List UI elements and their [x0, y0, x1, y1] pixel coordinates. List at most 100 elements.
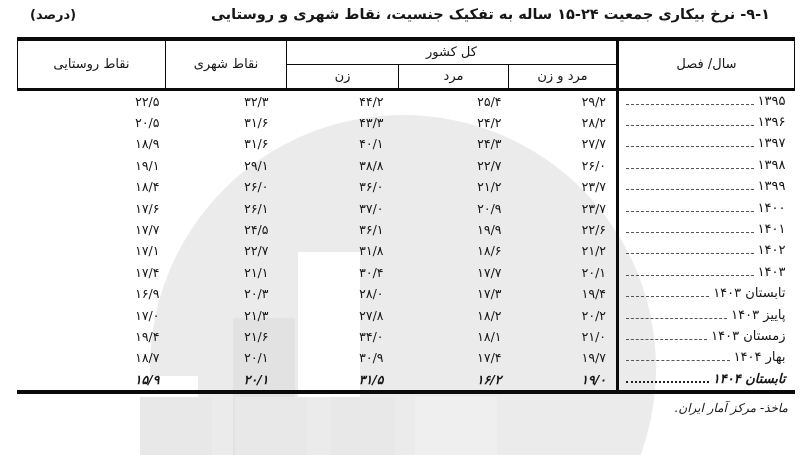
year-cell: تابستان ۱۴۰۳: [616, 283, 795, 305]
year-label: زمستان ۱۴۰۳: [711, 328, 786, 344]
year-cell: پاییز ۱۴۰۳: [616, 304, 795, 326]
header-rural: نقاط روستایی: [16, 38, 166, 91]
table-body: ۱۳۹۵ ۲۹/۲ ۲۵/۴ ۴۴/۲ ۳۲/۳ ۲۲/۵ ۱۳۹۶ ۲۸/۲ …: [17, 89, 795, 392]
dotted-leader: [626, 360, 730, 362]
table-row: بهار ۱۴۰۴ ۱۹/۷ ۱۷/۴ ۳۰/۹ ۲۰/۱ ۱۸/۷: [17, 347, 795, 369]
table-row: ۱۴۰۳ ۲۰/۱ ۱۷/۷ ۳۰/۴ ۲۱/۱ ۱۷/۴: [17, 261, 795, 284]
cell-male: ۱۶/۲: [476, 371, 502, 387]
dotted-leader: [626, 338, 708, 340]
cell-female: ۲۷/۸: [359, 307, 384, 323]
cell-male: ۱۸/۶: [477, 243, 502, 259]
cell-both-sexes: ۱۹/۴: [581, 286, 606, 302]
table-row: تابستان ۱۴۰۴ ۱۹/۰ ۱۶/۲ ۳۱/۵ ۲۰/۱ ۱۵/۹: [17, 368, 795, 392]
cell-female: ۴۰/۱: [359, 136, 384, 152]
cell-urban: ۲۶/۱: [244, 200, 269, 216]
table-row: ۱۴۰۰ ۲۳/۷ ۲۰/۹ ۳۷/۰ ۲۶/۱ ۱۷/۶: [17, 197, 795, 219]
header-female: زن: [285, 63, 400, 91]
year-label: تابستان ۱۴۰۳: [713, 286, 786, 302]
cell-female: ۴۴/۲: [359, 93, 384, 109]
year-label: ۱۴۰۱: [757, 222, 786, 238]
dotted-leader: [626, 167, 754, 169]
cell-female: ۲۸/۰: [359, 286, 384, 302]
year-label: ۱۴۰۳: [757, 264, 786, 280]
cell-both-sexes: ۱۹/۰: [581, 371, 606, 387]
cell-both-sexes: ۲۸/۲: [581, 115, 606, 131]
cell-rural: ۱۵/۹: [134, 371, 160, 387]
cell-urban: ۲۶/۰: [244, 179, 269, 195]
cell-male: ۲۱/۲: [477, 179, 502, 195]
table-row: ۱۳۹۵ ۲۹/۲ ۲۵/۴ ۴۴/۲ ۳۲/۳ ۲۲/۵: [17, 89, 795, 112]
table-row: زمستان ۱۴۰۳ ۲۱/۰ ۱۸/۱ ۳۴/۰ ۲۱/۶ ۱۹/۴: [17, 325, 795, 348]
year-cell: زمستان ۱۴۰۳: [616, 325, 795, 348]
year-cell: ۱۴۰۲: [616, 240, 795, 262]
table-row: ۱۴۰۲ ۲۱/۲ ۱۸/۶ ۳۱/۸ ۲۲/۷ ۱۷/۱: [17, 240, 795, 262]
cell-both-sexes: ۲۰/۲: [581, 307, 606, 323]
table-row: ۱۴۰۱ ۲۲/۶ ۱۹/۹ ۳۶/۱ ۲۴/۵ ۱۷/۷: [17, 218, 795, 241]
year-cell: تابستان ۱۴۰۴: [616, 368, 795, 392]
cell-male: ۲۴/۳: [477, 136, 502, 152]
cell-rural: ۲۲/۵: [135, 93, 160, 109]
year-cell: ۱۴۰۰: [616, 197, 795, 219]
title-bar: ۹-۱- نرخ بیکاری جمعیت ۲۴-۱۵ ساله به تفکی…: [30, 7, 770, 23]
cell-female: ۳۶/۱: [359, 222, 384, 238]
year-cell: ۱۳۹۹: [616, 176, 795, 198]
cell-both-sexes: ۲۳/۷: [581, 200, 606, 216]
cell-urban: ۲۱/۳: [244, 307, 269, 323]
year-label: بهار ۱۴۰۴: [733, 350, 786, 366]
cell-both-sexes: ۲۳/۷: [581, 179, 606, 195]
header-whole-country: کل کشور: [285, 38, 619, 65]
table-header: سال/ فصل کل کشور نقاط شهری نقاط روستایی …: [16, 38, 795, 91]
year-cell: ۱۳۹۸: [616, 154, 795, 177]
year-label: ۱۴۰۲: [757, 243, 786, 259]
year-cell: ۱۴۰۳: [616, 261, 795, 284]
cell-both-sexes: ۲۲/۶: [581, 222, 606, 238]
cell-female: ۳۱/۵: [358, 371, 384, 387]
cell-both-sexes: ۲۶/۰: [581, 157, 606, 173]
watermark-bar: [330, 397, 395, 455]
cell-rural: ۱۹/۱: [135, 157, 160, 173]
dotted-leader: [626, 210, 754, 212]
year-label: ۱۴۰۰: [757, 200, 786, 216]
dotted-leader: [626, 189, 754, 191]
watermark-bar: [140, 397, 212, 455]
cell-rural: ۲۰/۵: [135, 115, 160, 131]
table-row: ۱۳۹۶ ۲۸/۲ ۲۴/۲ ۴۳/۳ ۳۱/۶ ۲۰/۵: [17, 111, 795, 134]
year-cell: بهار ۱۴۰۴: [616, 347, 795, 369]
cell-urban: ۳۱/۶: [244, 136, 269, 152]
cell-female: ۳۸/۸: [359, 157, 384, 173]
cell-both-sexes: ۲۱/۲: [581, 243, 606, 259]
cell-rural: ۱۷/۱: [135, 243, 160, 259]
cell-rural: ۱۷/۴: [135, 264, 160, 280]
cell-urban: ۲۰/۳: [244, 286, 269, 302]
header-both-sexes: مرد و زن: [508, 63, 618, 91]
header-urban: نقاط شهری: [164, 38, 287, 91]
cell-urban: ۲۱/۱: [244, 264, 269, 280]
dotted-leader: [626, 253, 754, 255]
year-label: ۱۳۹۵: [757, 93, 786, 109]
dotted-leader: [626, 381, 709, 384]
cell-urban: ۲۹/۱: [244, 157, 269, 173]
cell-male: ۲۴/۲: [477, 115, 502, 131]
year-label: تابستان ۱۴۰۴: [712, 371, 786, 387]
year-label: ۱۳۹۹: [757, 179, 786, 195]
cell-both-sexes: ۲۷/۷: [581, 136, 606, 152]
cell-male: ۱۹/۹: [477, 222, 502, 238]
cell-female: ۳۷/۰: [359, 200, 384, 216]
cell-urban: ۲۲/۷: [244, 243, 269, 259]
year-cell: ۱۳۹۶: [616, 111, 795, 134]
cell-both-sexes: ۲۱/۰: [581, 328, 606, 344]
cell-urban: ۳۱/۶: [244, 115, 269, 131]
cell-both-sexes: ۲۹/۲: [581, 93, 606, 109]
cell-male: ۱۸/۱: [477, 328, 502, 344]
table-row: ۱۳۹۷ ۲۷/۷ ۲۴/۳ ۴۰/۱ ۳۱/۶ ۱۸/۹: [17, 133, 795, 155]
cell-rural: ۱۸/۹: [135, 136, 160, 152]
cell-male: ۱۸/۲: [477, 307, 502, 323]
cell-urban: ۲۱/۶: [244, 328, 269, 344]
dotted-leader: [626, 125, 754, 127]
cell-male: ۱۷/۳: [477, 286, 502, 302]
cell-female: ۳۱/۸: [359, 243, 384, 259]
year-cell: ۱۳۹۵: [616, 89, 795, 112]
year-cell: ۱۳۹۷: [616, 133, 795, 155]
